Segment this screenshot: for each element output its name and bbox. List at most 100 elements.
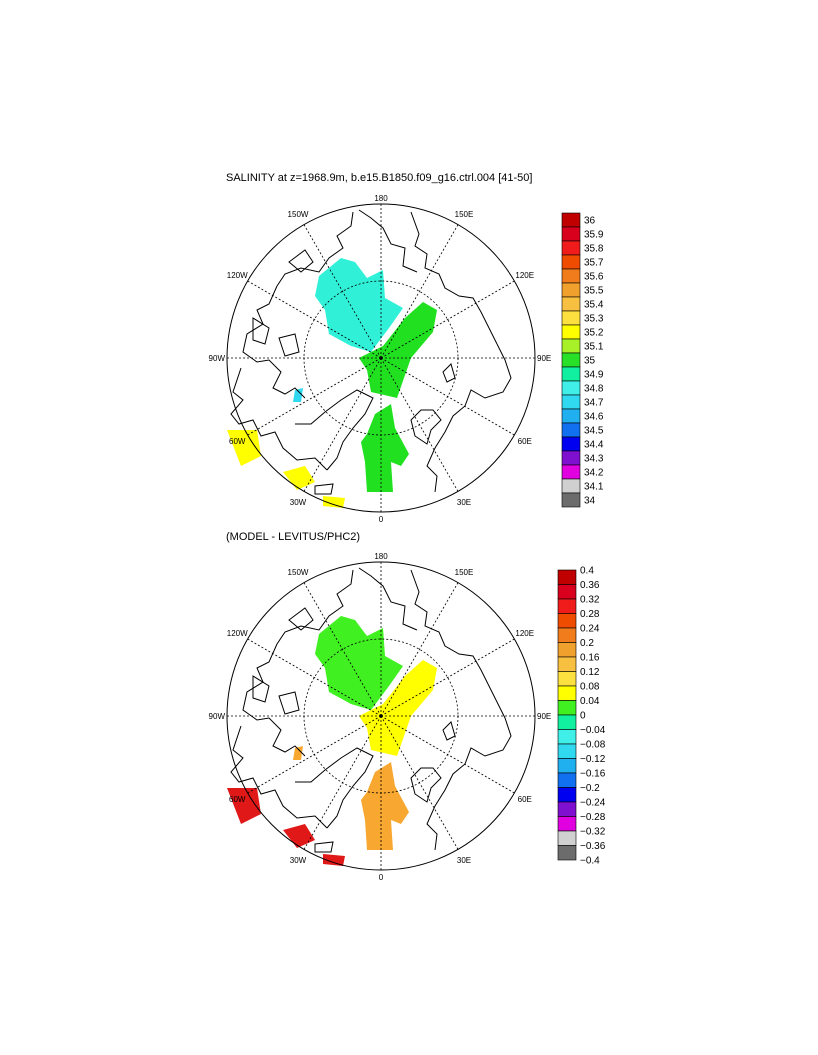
colorbar-label: −0.28: [580, 812, 606, 823]
fram-strait-patch: [361, 404, 409, 492]
lon-label: 30W: [290, 498, 307, 507]
colorbar-swatch: [557, 801, 577, 817]
colorbar-swatch: [561, 422, 581, 438]
colorbar-swatch: [561, 226, 581, 242]
colorbar-label: 34.4: [584, 440, 604, 451]
colorbar-swatch: [557, 656, 577, 672]
lon-label: 180: [374, 194, 388, 203]
colorbar-label: 35.1: [584, 342, 604, 353]
lon-label: 30E: [457, 498, 471, 507]
colorbar-label: 34: [584, 496, 596, 507]
baffin-patch: [293, 388, 303, 402]
graticule: [227, 562, 535, 870]
lon-label: 90E: [537, 354, 551, 363]
colorbar-swatch: [557, 743, 577, 759]
colorbar-swatch: [557, 845, 577, 861]
colorbar-label: 35.6: [584, 272, 604, 283]
lon-label: 0: [379, 515, 384, 524]
colorbar-swatch: [557, 598, 577, 614]
colorbar-label: −0.16: [580, 769, 606, 780]
colorbar-label: 34.5: [584, 426, 604, 437]
colorbar-swatch: [561, 380, 581, 396]
baffin-patch: [293, 746, 303, 760]
lon-label: 180: [374, 552, 388, 561]
colorbar-label: 0.12: [580, 667, 600, 678]
colorbar-label: −0.12: [580, 754, 606, 765]
colorbar-swatch: [561, 310, 581, 326]
colorbar-label: 35.3: [584, 314, 604, 325]
colorbar-label: −0.24: [580, 798, 606, 809]
lon-label: 120E: [515, 629, 534, 638]
colorbar-label: −0.36: [580, 841, 606, 852]
colorbar-swatch: [561, 492, 581, 508]
colorbar-swatch: [557, 642, 577, 658]
labrador-sea-patch: [227, 430, 261, 466]
lon-label: 150E: [455, 568, 474, 577]
lon-label: 60W: [229, 437, 246, 446]
colorbar-label: 0.04: [580, 696, 600, 707]
labrador-sea-patch: [227, 788, 261, 824]
lon-label: 30E: [457, 856, 471, 865]
colorbar-swatch: [561, 450, 581, 466]
colorbar-label: 0.32: [580, 595, 600, 606]
colorbar-label: −0.2: [580, 783, 600, 794]
colorbar-swatch: [557, 758, 577, 774]
graticule: [227, 204, 535, 512]
colorbar-2: 0.4 0.36 0.32 0.28 0.24 0.2 0.16 0.12 0.08 0.04 0 −…: [557, 566, 606, 867]
colorbar-label: 34.1: [584, 482, 604, 493]
colorbar-label: 34.6: [584, 412, 604, 423]
lon-label: 60W: [229, 795, 246, 804]
colorbar-swatch: [557, 729, 577, 745]
lon-label: 0: [379, 873, 384, 882]
colorbar-label: 34.3: [584, 454, 604, 465]
colorbar-label: 35.5: [584, 286, 604, 297]
lon-label: 60E: [518, 795, 532, 804]
colorbar-label: −0.08: [580, 740, 606, 751]
colorbar-swatch: [561, 478, 581, 494]
colorbar-swatch: [561, 408, 581, 424]
colorbar-swatch: [561, 268, 581, 284]
lon-label: 120W: [227, 629, 248, 638]
colorbar-swatch: [561, 464, 581, 480]
lon-label: 120E: [515, 271, 534, 280]
colorbar-label: 0.08: [580, 682, 600, 693]
colorbar-label: −0.4: [580, 856, 600, 867]
lon-label: 120W: [227, 271, 248, 280]
colorbar-swatch: [561, 352, 581, 368]
colorbar-swatch: [561, 212, 581, 228]
colorbar-label: 34.2: [584, 468, 604, 479]
colorbar-label: 0.16: [580, 653, 600, 664]
colorbar-swatch: [557, 685, 577, 701]
map-border: [226, 203, 536, 513]
panel-1-title: SALINITY at z=1968.9m, b.e15.B1850.f09_g…: [226, 172, 533, 184]
colorbar-swatch: [557, 830, 577, 846]
colorbar-label: 35: [584, 356, 596, 367]
colorbar-label: 36: [584, 216, 596, 227]
colorbar-swatch: [561, 240, 581, 256]
lon-label: 90E: [537, 712, 551, 721]
colorbar-label: 0.36: [580, 580, 600, 591]
colorbar-swatch: [557, 787, 577, 803]
colorbar-label: 35.7: [584, 258, 604, 269]
colorbar-label: −0.04: [580, 725, 606, 736]
colorbar-label: 0: [580, 711, 586, 722]
colorbar-1: 36 35.9 35.8 35.7 35.6 35.5 35.4 35.3 35.2 35.1 35…: [561, 212, 604, 508]
colorbar-label: −0.32: [580, 827, 606, 838]
lon-label: 150E: [455, 210, 474, 219]
lon-label: 150W: [288, 568, 309, 577]
lon-label: 60E: [518, 437, 532, 446]
panel-2-title: (MODEL - LEVITUS/PHC2): [226, 531, 361, 543]
colorbar-swatch: [557, 613, 577, 629]
colorbar-swatch: [561, 282, 581, 298]
lon-label: 90W: [209, 712, 226, 721]
colorbar-label: 35.8: [584, 244, 604, 255]
lon-label: 150W: [288, 210, 309, 219]
eurasian-basin-patch: [359, 660, 437, 756]
colorbar-swatch: [557, 569, 577, 585]
colorbar-label: 35.2: [584, 328, 604, 339]
colorbar-swatch: [557, 627, 577, 643]
colorbar-label: 0.4: [580, 566, 594, 577]
colorbar-swatch: [561, 324, 581, 340]
fram-strait-patch: [361, 762, 409, 850]
